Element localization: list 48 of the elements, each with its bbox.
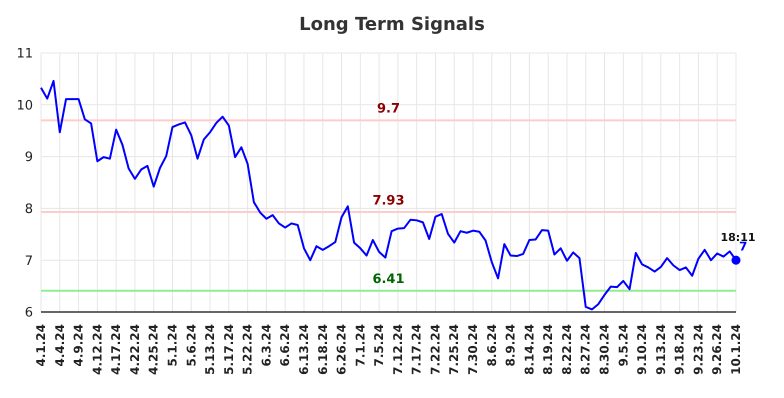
x-tick-label: 6.18.24	[316, 324, 330, 375]
x-tick-label: 7.30.24	[466, 324, 480, 375]
x-tick-label: 6.13.24	[296, 324, 311, 375]
x-tick-label: 5.13.24	[203, 324, 218, 375]
ref-line-label: 9.7	[376, 102, 400, 117]
x-tick-label: 4.12.24	[90, 324, 104, 375]
x-tick-label: 5.1.24	[165, 324, 180, 367]
y-tick-label: 11	[16, 46, 33, 62]
x-tick-label: 9.26.24	[710, 324, 724, 375]
x-tick-label: 4.4.24	[52, 324, 67, 367]
x-tick-label: 8.30.24	[598, 324, 612, 375]
y-tick-label: 6	[24, 306, 33, 321]
x-tick-label: 7.22.24	[428, 324, 442, 375]
x-tick-label: 10.1.24	[729, 324, 743, 375]
y-tick-label: 10	[16, 98, 33, 114]
y-tick-label: 9	[24, 150, 33, 166]
x-tick-label: 4.22.24	[128, 324, 142, 375]
x-tick-label: 5.17.24	[222, 324, 236, 375]
x-tick-label: 6.3.24	[259, 324, 274, 367]
x-tick-label: 9.10.24	[635, 324, 650, 375]
x-tick-label: 8.19.24	[541, 324, 556, 375]
x-tick-label: 9.5.24	[616, 324, 630, 367]
x-tick-label: 4.1.24	[34, 324, 48, 367]
x-tick-label: 8.14.24	[522, 324, 536, 375]
x-tick-label: 7.5.24	[372, 324, 386, 367]
x-tick-label: 9.23.24	[691, 324, 706, 375]
x-tick-label: 4.17.24	[109, 324, 124, 375]
x-tick-label: 8.22.24	[560, 324, 574, 375]
x-tick-label: 9.18.24	[672, 324, 687, 375]
y-tick-label: 8	[24, 202, 33, 218]
x-tick-label: 6.6.24	[278, 324, 292, 367]
x-tick-label: 5.22.24	[240, 324, 255, 375]
x-tick-label: 4.9.24	[72, 324, 86, 367]
x-tick-label: 4.25.24	[146, 324, 161, 375]
x-tick-label: 7.17.24	[410, 324, 424, 375]
x-tick-label: 7.12.24	[390, 324, 405, 375]
x-tick-label: 7.1.24	[353, 324, 368, 367]
x-tick-label: 8.27.24	[578, 324, 593, 375]
x-tick-label: 6.26.24	[334, 324, 349, 375]
y-tick-label: 7	[24, 254, 33, 269]
x-tick-label: 9.13.24	[654, 324, 668, 375]
x-tick-label: 8.6.24	[484, 324, 499, 367]
x-tick-label: 5.6.24	[184, 324, 198, 367]
x-tick-label: 7.25.24	[447, 324, 462, 375]
x-tick-label: 8.9.24	[504, 324, 518, 367]
ref-line-label: 7.93	[372, 193, 405, 208]
chart-title: Long Term Signals	[298, 14, 486, 35]
ref-line-label: 6.41	[372, 272, 405, 287]
